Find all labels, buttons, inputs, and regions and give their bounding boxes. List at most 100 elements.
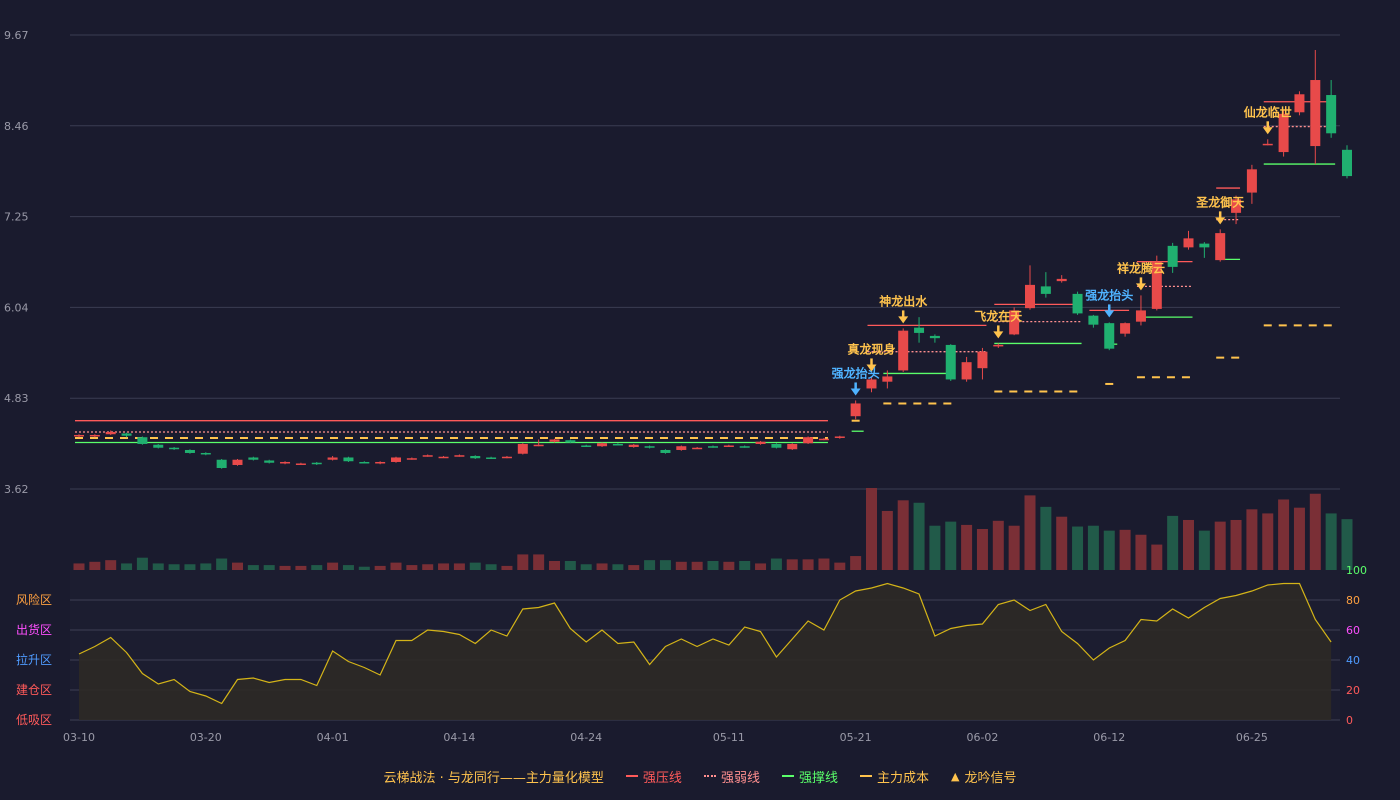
volume-bar <box>517 554 529 570</box>
volume-bar <box>533 554 545 570</box>
volume-bar <box>485 564 497 570</box>
volume-bar <box>881 510 893 570</box>
volume-bar <box>232 562 243 570</box>
candle-body <box>295 463 306 465</box>
zone-label: 风险区 <box>16 592 52 607</box>
legend-item-cost: 主力成本 <box>859 767 929 786</box>
volume-bar <box>438 563 450 570</box>
volume-bar <box>216 558 228 570</box>
volume-bar <box>1024 495 1036 570</box>
candle-body <box>565 440 576 443</box>
candle-body <box>787 443 798 450</box>
candle-body <box>1215 233 1226 261</box>
legend-swatch-support <box>781 775 794 777</box>
volume-bar <box>168 564 180 570</box>
volume-bar <box>786 559 798 570</box>
volume-bar <box>358 566 370 570</box>
candle-body <box>486 457 497 459</box>
volume-bar <box>1119 529 1131 570</box>
volume-bar <box>770 558 782 570</box>
signal-label: 仙龙临世 <box>1244 104 1292 119</box>
candle-body <box>1199 243 1210 248</box>
signal-label: 飞龙在天 <box>974 308 1023 323</box>
volume-bar <box>295 565 307 570</box>
candle-body <box>137 437 148 444</box>
candle-body <box>1088 315 1099 325</box>
volume-bar <box>659 560 671 570</box>
candle-body <box>1183 238 1194 248</box>
x-tick-label: 05-11 <box>713 731 745 744</box>
volume-bar <box>247 565 259 570</box>
volume-bar <box>1167 515 1179 570</box>
candle-body <box>866 379 877 389</box>
volume-bar <box>73 563 85 570</box>
candle-body <box>1167 245 1178 267</box>
x-tick-label: 06-12 <box>1093 731 1125 744</box>
candle-body <box>771 443 782 448</box>
oscillator-area <box>79 583 1332 720</box>
volume-bar <box>1103 530 1115 570</box>
volume-bar <box>1230 519 1242 570</box>
volume-bar <box>136 557 148 570</box>
candle-body <box>216 459 227 468</box>
candle-body <box>1056 278 1067 282</box>
zone-label: 低吸区 <box>16 713 52 727</box>
volume-bar <box>342 565 354 570</box>
candle-body <box>597 443 608 447</box>
x-tick-label: 06-25 <box>1236 731 1268 744</box>
candle-body <box>1326 95 1337 134</box>
candle-body <box>74 434 84 437</box>
volume-bar <box>1135 534 1147 570</box>
candle-body <box>391 457 401 462</box>
volume-bar <box>1278 499 1290 570</box>
candle-body <box>232 459 243 465</box>
volume-bar <box>105 560 117 570</box>
volume-bar <box>834 562 846 570</box>
candle-body <box>1310 80 1321 147</box>
candle-body <box>422 455 433 457</box>
legend-swatch-pressure <box>625 775 638 777</box>
volume-bar <box>501 565 513 570</box>
volume-bar <box>628 565 640 570</box>
volume-bar <box>976 529 988 570</box>
volume-bar <box>1072 526 1084 570</box>
candle-body <box>438 456 449 459</box>
candle-body <box>1262 143 1273 146</box>
volume-bar <box>1341 519 1353 570</box>
candle-body <box>676 446 687 450</box>
candle-body <box>1072 293 1083 314</box>
candle-body <box>1278 113 1289 153</box>
candle-body <box>517 443 528 454</box>
candle-body <box>993 344 1004 347</box>
triangle-icon: ▲ <box>950 769 960 783</box>
volume-bar <box>200 563 212 570</box>
volume-bar <box>564 560 576 570</box>
price-tick-label: 3.62 <box>4 483 29 496</box>
zone-label: 建仓区 <box>16 683 52 697</box>
candle-body <box>1135 310 1146 322</box>
volume-bar <box>612 564 624 570</box>
signal-label: 强龙抬头 <box>832 365 880 380</box>
candle-body <box>1294 94 1305 113</box>
signal-arrow-icon <box>993 331 1004 339</box>
oscillator-tick-label: 0 <box>1346 714 1353 727</box>
legend-item-support: 强撑线 <box>781 767 838 786</box>
candle-body <box>280 461 291 464</box>
x-tick-label: 03-10 <box>63 731 95 744</box>
legend-item-signal: ▲ 龙吟信号 <box>950 769 1017 786</box>
volume-bar <box>406 565 418 570</box>
candle-body <box>739 446 750 448</box>
volume-bar <box>596 563 608 570</box>
volume-bar <box>374 565 386 570</box>
volume-bar <box>1198 530 1210 570</box>
volume-bar <box>755 563 767 570</box>
candle-body <box>200 452 211 455</box>
candle-body <box>723 445 734 447</box>
x-tick-label: 06-02 <box>966 731 998 744</box>
signal-arrow-icon <box>850 388 861 396</box>
volume-bar <box>311 565 323 570</box>
candle-body <box>834 436 845 438</box>
zone-label: 出货区 <box>16 622 52 637</box>
candle-body <box>501 456 512 459</box>
